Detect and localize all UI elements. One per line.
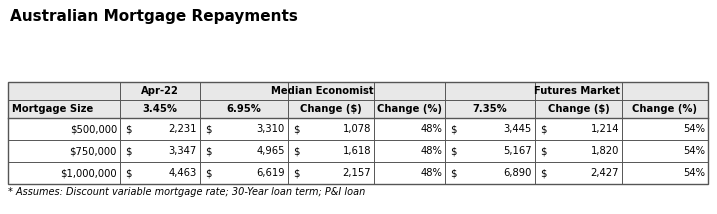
Text: 2,157: 2,157 bbox=[343, 168, 371, 178]
Text: $: $ bbox=[293, 168, 300, 178]
Text: Mortgage Size: Mortgage Size bbox=[12, 104, 93, 114]
Text: 6,619: 6,619 bbox=[257, 168, 285, 178]
Bar bbox=[8, 82, 708, 100]
Text: 3,445: 3,445 bbox=[504, 124, 532, 134]
Text: $: $ bbox=[540, 124, 546, 134]
Bar bbox=[8, 140, 708, 162]
Text: 6,890: 6,890 bbox=[503, 168, 532, 178]
Bar bbox=[8, 82, 708, 184]
Text: 7.35%: 7.35% bbox=[473, 104, 508, 114]
Text: 1,618: 1,618 bbox=[343, 146, 371, 156]
Text: $1,000,000: $1,000,000 bbox=[60, 168, 117, 178]
Bar bbox=[8, 100, 708, 118]
Text: 4,463: 4,463 bbox=[168, 168, 197, 178]
Text: $: $ bbox=[205, 168, 212, 178]
Text: $: $ bbox=[540, 146, 546, 156]
Text: Change ($): Change ($) bbox=[300, 104, 362, 114]
Text: 2,427: 2,427 bbox=[591, 168, 619, 178]
Text: Median Economist: Median Economist bbox=[271, 86, 374, 96]
Bar bbox=[8, 162, 708, 184]
Text: $: $ bbox=[205, 124, 212, 134]
Text: 3,310: 3,310 bbox=[257, 124, 285, 134]
Text: 5,167: 5,167 bbox=[503, 146, 532, 156]
Text: 48%: 48% bbox=[420, 124, 442, 134]
Text: 54%: 54% bbox=[683, 124, 705, 134]
Text: $: $ bbox=[450, 146, 457, 156]
Text: 54%: 54% bbox=[683, 168, 705, 178]
Text: 3.45%: 3.45% bbox=[143, 104, 178, 114]
Text: 1,820: 1,820 bbox=[591, 146, 619, 156]
Text: 48%: 48% bbox=[420, 146, 442, 156]
Text: 3,347: 3,347 bbox=[168, 146, 197, 156]
Text: Change ($): Change ($) bbox=[548, 104, 609, 114]
Text: $: $ bbox=[293, 146, 300, 156]
Text: $: $ bbox=[293, 124, 300, 134]
Text: $: $ bbox=[450, 124, 457, 134]
Text: $: $ bbox=[540, 168, 546, 178]
Text: $: $ bbox=[125, 168, 131, 178]
Text: 1,214: 1,214 bbox=[591, 124, 619, 134]
Text: 4,965: 4,965 bbox=[257, 146, 285, 156]
Text: 54%: 54% bbox=[683, 146, 705, 156]
Text: Change (%): Change (%) bbox=[377, 104, 442, 114]
Bar bbox=[8, 118, 708, 140]
Text: $: $ bbox=[450, 168, 457, 178]
Text: Apr-22: Apr-22 bbox=[141, 86, 179, 96]
Text: Futures Market: Futures Market bbox=[533, 86, 619, 96]
Text: $: $ bbox=[125, 124, 131, 134]
Text: * Assumes: Discount variable mortgage rate; 30-Year loan term; P&I loan: * Assumes: Discount variable mortgage ra… bbox=[8, 187, 365, 197]
Text: Change (%): Change (%) bbox=[632, 104, 698, 114]
Text: 48%: 48% bbox=[420, 168, 442, 178]
Text: $750,000: $750,000 bbox=[70, 146, 117, 156]
Text: 2,231: 2,231 bbox=[168, 124, 197, 134]
Text: 6.95%: 6.95% bbox=[227, 104, 262, 114]
Text: $: $ bbox=[205, 146, 212, 156]
Text: $500,000: $500,000 bbox=[70, 124, 117, 134]
Text: Australian Mortgage Repayments: Australian Mortgage Repayments bbox=[10, 9, 298, 24]
Text: $: $ bbox=[125, 146, 131, 156]
Text: 1,078: 1,078 bbox=[343, 124, 371, 134]
